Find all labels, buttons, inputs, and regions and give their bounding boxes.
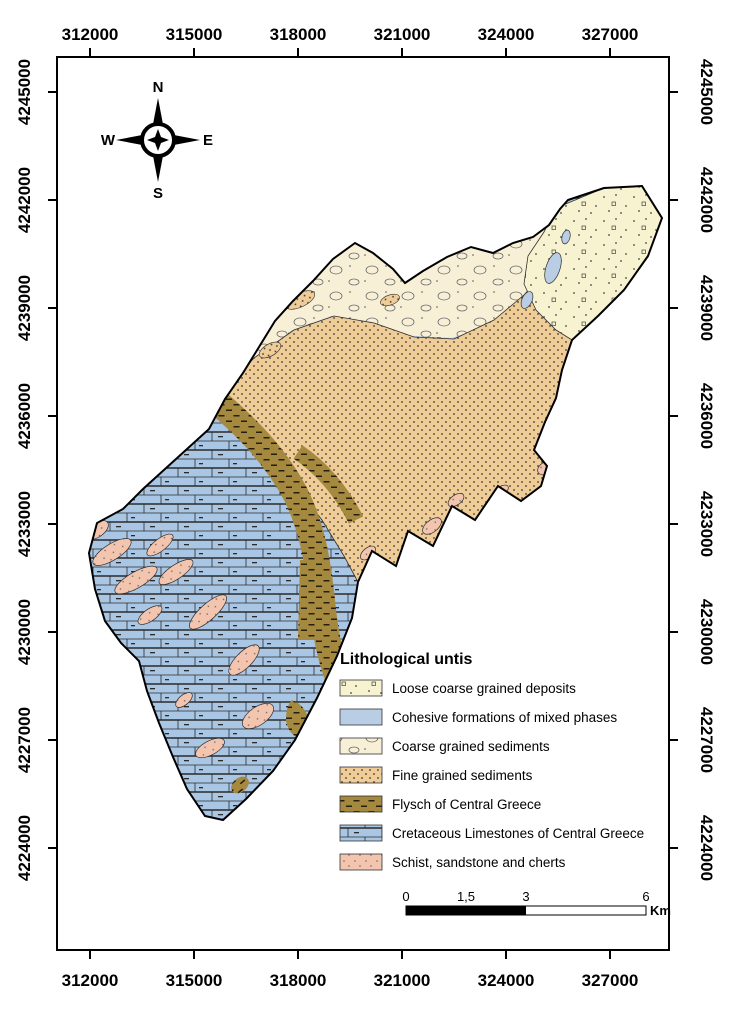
- y-axis-label: 4242000: [697, 167, 716, 233]
- y-axis-label: 4230000: [15, 599, 34, 665]
- x-axis-label: 324000: [478, 25, 535, 44]
- unit-cohesive-formations: [520, 229, 571, 309]
- y-axis-label: 4236000: [697, 383, 716, 449]
- legend-swatch-fine-grained-sediments: [339, 766, 383, 784]
- legend-swatch-loose-coarse-grained-deposits: [339, 679, 383, 697]
- scale-tick-label: 1,5: [457, 889, 475, 904]
- x-axis-label: 315000: [166, 25, 223, 44]
- y-axis-label: 4239000: [697, 275, 716, 341]
- scale-unit-label: Km: [650, 903, 671, 918]
- y-axis-label: 4227000: [15, 707, 34, 773]
- scale-tick-label: 6: [642, 889, 649, 904]
- legend-swatch-cohesive-formations: [339, 708, 383, 726]
- legend-label: Coarse grained sediments: [392, 739, 550, 754]
- compass-label-east: E: [203, 132, 213, 149]
- x-axis-top-labels: 312000 315000 318000 321000 324000 32700…: [62, 25, 639, 44]
- legend-title: Lithological untis: [340, 651, 473, 668]
- y-axis-right-labels: 4245000 4242000 4239000 4236000 4233000 …: [697, 59, 716, 881]
- legend-swatch-flysch: [339, 795, 383, 813]
- y-axis-label: 4245000: [15, 59, 34, 125]
- y-axis-label: 4239000: [15, 275, 34, 341]
- fine-grained-patches: [258, 290, 400, 359]
- x-axis-bottom-labels: 312000 315000 318000 321000 324000 32700…: [62, 971, 639, 990]
- y-axis-left-labels: 4245000 4242000 4239000 4236000 4233000 …: [15, 59, 34, 881]
- map-legend: Lithological untis Loose coarse grained …: [339, 651, 644, 871]
- legend-label: Flysch of Central Greece: [392, 797, 541, 812]
- x-axis-label: 318000: [270, 971, 327, 990]
- legend-label: Cretaceous Limestones of Central Greece: [392, 826, 644, 841]
- y-axis-label: 4236000: [15, 383, 34, 449]
- compass-rose: N S W E: [101, 79, 213, 202]
- x-axis-label: 312000: [62, 971, 119, 990]
- legend-swatch-coarse-grained-sediments: [339, 737, 383, 755]
- legend-label: Schist, sandstone and cherts: [392, 855, 566, 870]
- scale-tick-label: 0: [402, 889, 409, 904]
- y-axis-label: 4233000: [697, 491, 716, 557]
- y-axis-label: 4224000: [697, 815, 716, 881]
- axis-ticks: [48, 48, 678, 959]
- y-axis-label: 4233000: [15, 491, 34, 557]
- y-axis-label: 4224000: [15, 815, 34, 881]
- scale-bar-filled-segment: [406, 906, 526, 915]
- scale-bar: 0 1,5 3 6 Km: [402, 889, 671, 918]
- legend-swatch-cretaceous-limestones: [339, 824, 383, 842]
- scale-tick-label: 3: [522, 889, 529, 904]
- x-axis-label: 321000: [374, 971, 431, 990]
- y-axis-label: 4242000: [15, 167, 34, 233]
- x-axis-label: 327000: [582, 25, 639, 44]
- x-axis-label: 315000: [166, 971, 223, 990]
- x-axis-label: 324000: [478, 971, 535, 990]
- study-area-outline: [87, 184, 664, 822]
- x-axis-label: 318000: [270, 25, 327, 44]
- y-axis-label: 4245000: [697, 59, 716, 125]
- x-axis-label: 312000: [62, 25, 119, 44]
- x-axis-label: 327000: [582, 971, 639, 990]
- compass-label-west: W: [101, 132, 116, 149]
- x-axis-label: 321000: [374, 25, 431, 44]
- unit-schist-patches: [89, 460, 555, 759]
- legend-label: Fine grained sediments: [392, 768, 533, 783]
- compass-inner-star: [147, 129, 169, 151]
- compass-label-south: S: [153, 185, 163, 202]
- legend-swatch-schist: [339, 853, 383, 871]
- legend-label: Cohesive formations of mixed phases: [392, 710, 617, 725]
- compass-label-north: N: [153, 79, 164, 96]
- legend-label: Loose coarse grained deposits: [392, 681, 576, 696]
- y-axis-label: 4227000: [697, 707, 716, 773]
- y-axis-label: 4230000: [697, 599, 716, 665]
